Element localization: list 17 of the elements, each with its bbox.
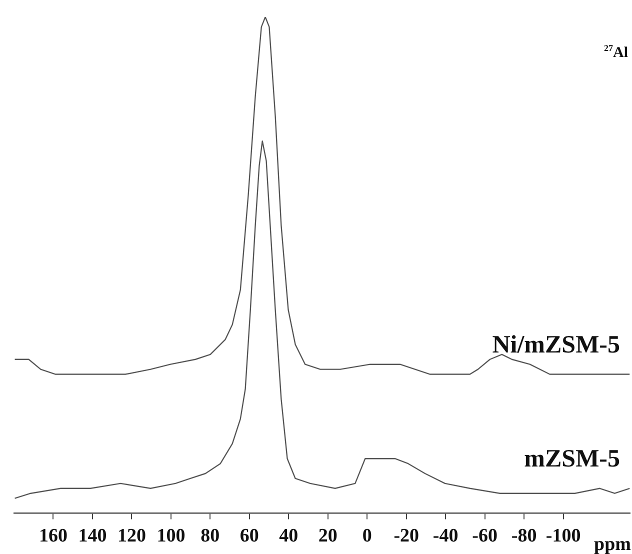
x-tick-label: -100 xyxy=(546,526,581,547)
x-tick-label: 140 xyxy=(78,526,107,547)
x-tick-label: 40 xyxy=(279,526,298,547)
series-label: Ni/mZSM-5 xyxy=(492,331,620,358)
x-tick-label: -20 xyxy=(394,526,420,547)
x-tick-label: -80 xyxy=(511,526,537,547)
x-tick-label: -60 xyxy=(472,526,498,547)
x-tick-label: 100 xyxy=(156,526,186,547)
x-tick-label: 120 xyxy=(117,526,146,547)
x-tick-label: -40 xyxy=(432,526,458,547)
x-tick-label: 0 xyxy=(362,526,372,547)
x-tick-label: 60 xyxy=(240,526,259,547)
x-tick-label: 160 xyxy=(38,526,68,547)
x-tick-label: 20 xyxy=(318,526,338,547)
x-tick-label: 80 xyxy=(200,526,220,547)
x-axis-title: ppm xyxy=(594,534,632,554)
series-label: mZSM-5 xyxy=(524,445,620,472)
